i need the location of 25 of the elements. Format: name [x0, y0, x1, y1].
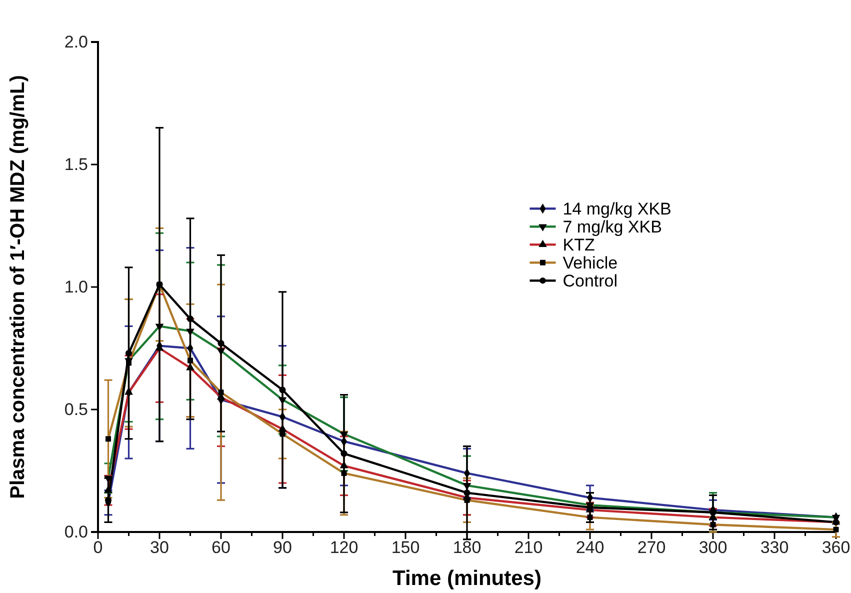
x-tick-label: 270 [637, 538, 666, 558]
y-tick-label: 1.0 [64, 277, 88, 296]
legend-label: 7 mg/kg XKB [562, 218, 662, 237]
x-tick-label: 90 [273, 538, 292, 558]
x-axis-title: Time (minutes) [392, 567, 542, 590]
x-tick-label: 60 [212, 538, 230, 558]
x-tick-label: 0 [93, 538, 103, 558]
x-tick-label: 360 [822, 538, 850, 558]
x-tick-label: 330 [760, 538, 789, 558]
x-tick-label: 150 [391, 538, 420, 558]
y-tick-label: 1.5 [64, 154, 88, 174]
x-tick-label: 300 [698, 538, 728, 558]
x-tick-label: 240 [576, 538, 604, 558]
x-tick-label: 120 [330, 538, 358, 558]
x-tick-label: 180 [452, 538, 482, 558]
y-tick-label: 0.0 [64, 522, 88, 542]
legend-label: 14 mg/kg XKB [562, 200, 672, 219]
legend-label: Control [562, 272, 618, 291]
x-tick-label: 30 [150, 538, 169, 558]
x-tick-label: 210 [514, 538, 543, 558]
y-tick-label: 2.0 [64, 32, 88, 52]
y-tick-label: 0.5 [64, 400, 88, 419]
y-axis-title: Plasma concentration of 1′-OH MDZ (mg/mL) [7, 75, 29, 499]
legend-label: KTZ [562, 236, 595, 255]
legend-label: Vehicle [562, 254, 618, 273]
